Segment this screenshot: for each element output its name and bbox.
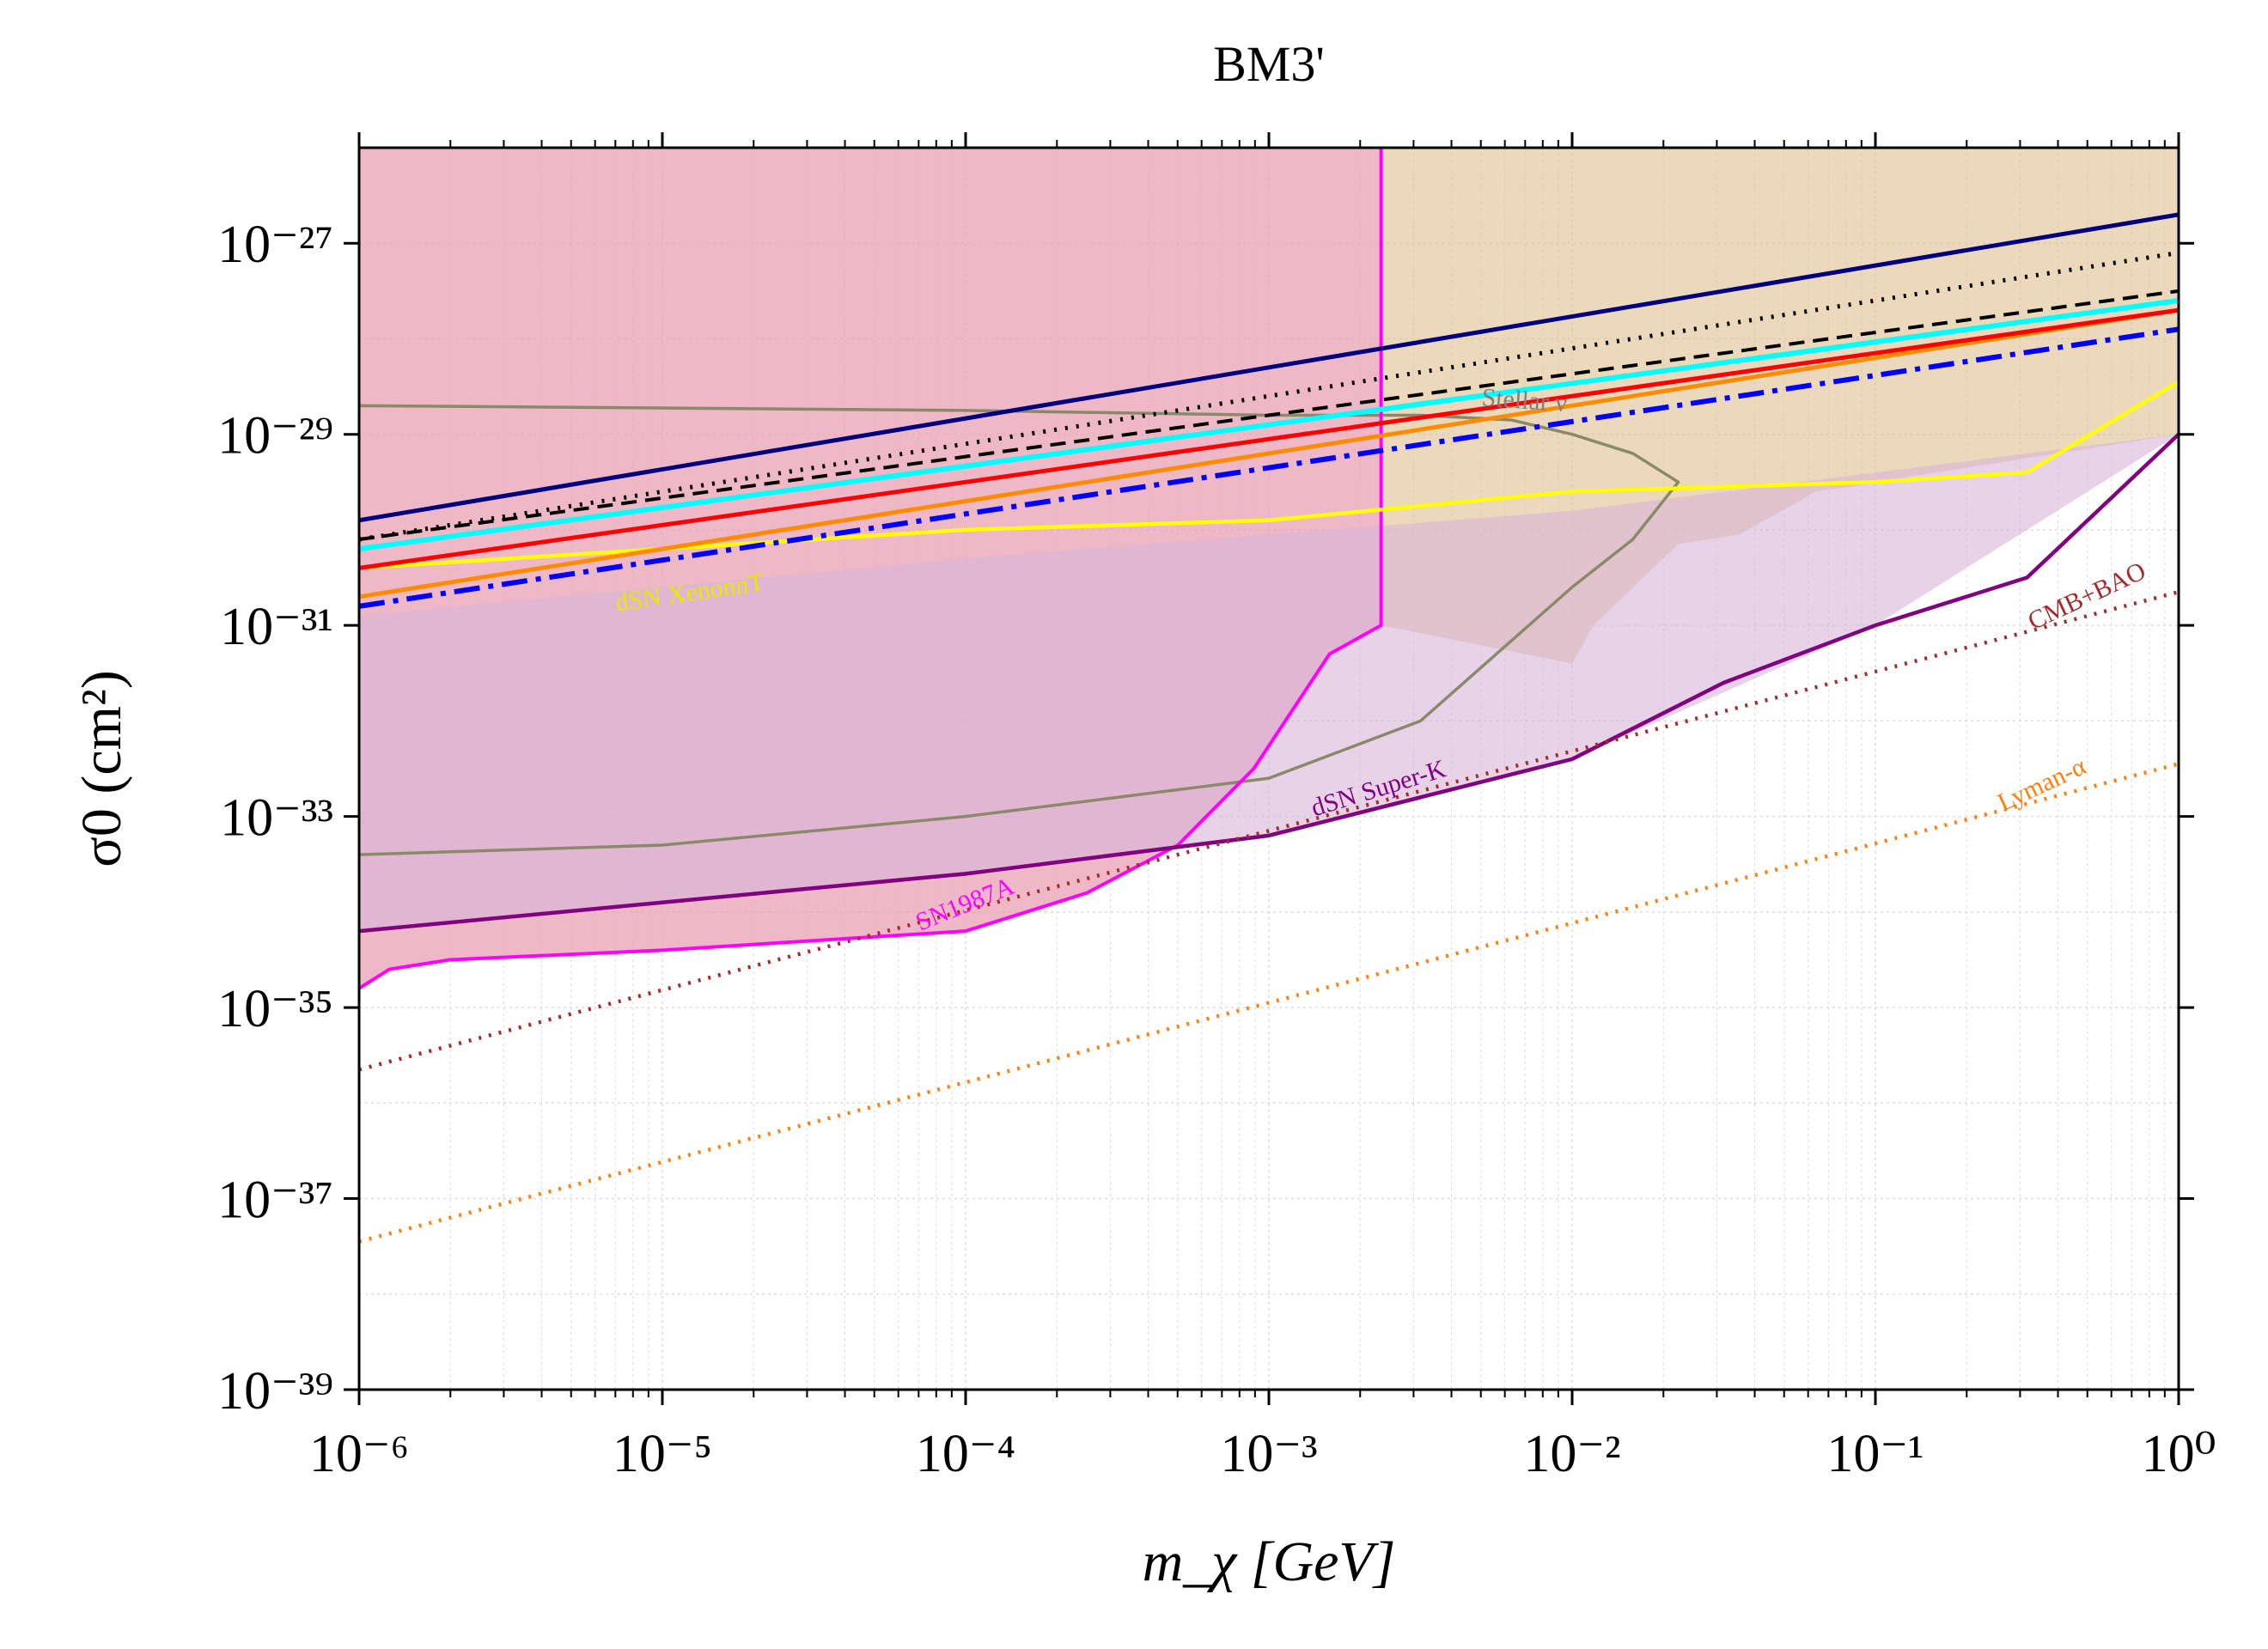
y-tick-label: 10⁻³⁵ [217,980,333,1038]
x-tick-label: 10⁻³ [1220,1425,1317,1483]
shaded-regions [359,148,2179,989]
x-axis-label: m_χ [GeV] [1143,1530,1396,1593]
y-tick-label: 10⁻³³ [220,789,333,848]
x-tick-label: 10⁻⁴ [916,1425,1015,1483]
annotation-stellar-: Stellar ν [1481,383,1568,417]
x-tick-label: 10⁻¹ [1826,1425,1924,1483]
series-sn1987a [359,148,1383,990]
series-dsn-xenonnt [359,380,2179,570]
annotation-lyman-: Lyman-α [1993,751,2090,817]
y-tick-label: 10⁻²⁹ [217,407,333,465]
series-blue-dashdot-line [359,326,2179,609]
y-tick-label: 10⁻³¹ [220,598,333,656]
series-lines [359,148,2179,1244]
annotation-cmb-bao: CMB+BAO [2024,557,2150,636]
y-tick-label: 10⁻²⁷ [217,216,333,274]
x-tick-label: 10⁰ [2142,1425,2216,1483]
x-tick-label: 10⁻⁶ [309,1425,409,1483]
series-red-line [359,307,2179,570]
series-navy-line [359,212,2179,523]
y-axis-label: σ0 (cm²) [70,670,133,867]
x-tick-label: 10⁻⁵ [613,1425,712,1483]
series-cmb-bao [359,590,2179,1072]
series-cyan-line [359,297,2179,552]
chart-title: BM3' [1213,36,1325,92]
x-tick-label: 10⁻² [1523,1425,1620,1483]
dsn-superk-region [359,434,2179,932]
axis-tick-labels: 10⁻⁶ 10⁻⁵ 10⁻⁴ 10⁻³ 10⁻² 10⁻¹ 10⁰ 10⁻²⁷ 10⁻²⁹ 10⁻… [217,216,2216,1483]
series-black-dashed-line [359,289,2179,542]
series-orange-line [359,307,2179,599]
axis-ticks [344,132,2194,1405]
series-lyman- [359,762,2179,1244]
y-tick-label: 10⁻³⁷ [217,1171,333,1230]
series-dsn-super-k [359,433,2179,934]
y-tick-label: 10⁻³⁹ [217,1362,333,1421]
